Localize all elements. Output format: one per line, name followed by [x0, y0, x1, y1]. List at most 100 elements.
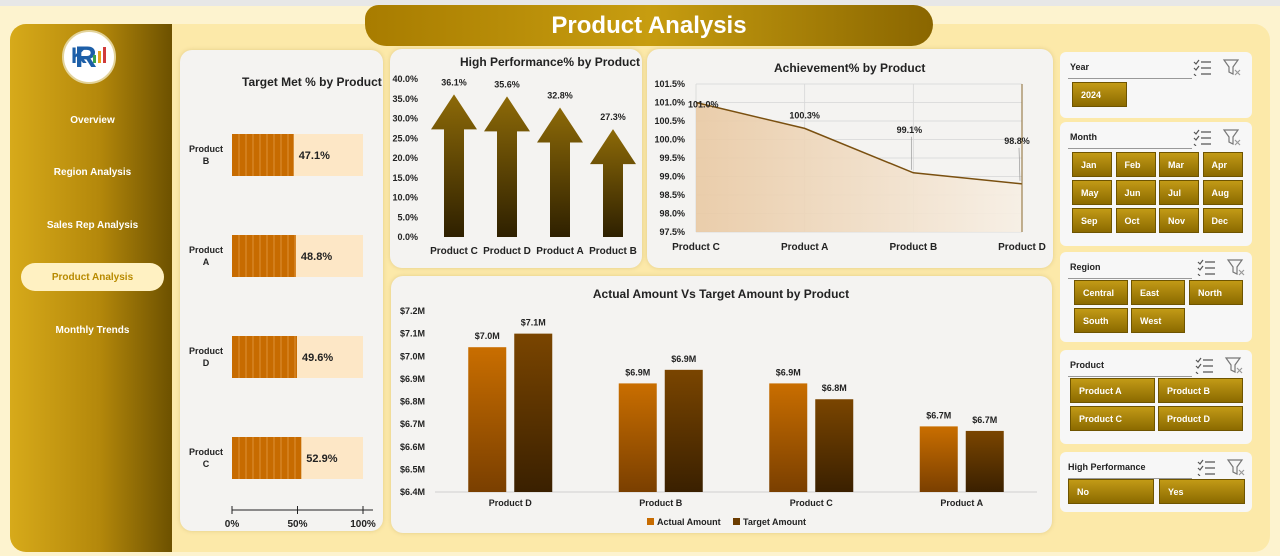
data-label: $6.9M	[776, 367, 801, 377]
region-option-west[interactable]: West	[1131, 308, 1185, 333]
multi-select-icon[interactable]	[1196, 458, 1216, 476]
month-option-apr[interactable]: Apr	[1202, 152, 1243, 177]
month-option-jun[interactable]: Jun	[1115, 180, 1156, 205]
y-tick-label: 99.5%	[659, 153, 685, 163]
bar-actual-amount-product-c	[769, 383, 808, 492]
x-tick-label: Product B	[889, 242, 937, 253]
data-label: $6.9M	[625, 367, 650, 377]
legend-label: Target Amount	[743, 517, 806, 527]
year-option-2024[interactable]: 2024	[1072, 82, 1127, 107]
high-performance-chart: High Performance% by Product 0.0% 5.0% 10.0…	[392, 55, 640, 257]
multi-select-icon[interactable]	[1192, 58, 1212, 76]
y-tick-label: $6.5M	[400, 464, 425, 474]
month-slicer-title: Month	[1070, 132, 1097, 142]
clear-filter-icon[interactable]	[1226, 458, 1246, 476]
month-option-jul[interactable]: Jul	[1159, 180, 1199, 205]
data-label: 36.1%	[441, 77, 467, 87]
clear-filter-icon[interactable]	[1226, 258, 1246, 276]
svg-text:R: R	[75, 41, 97, 74]
data-label: 35.6%	[494, 79, 520, 89]
high-performance-slicer-title: High Performance	[1068, 462, 1146, 472]
y-tick-label: 25.0%	[392, 133, 418, 143]
chart-title: High Performance% by Product	[460, 55, 640, 69]
clear-filter-icon[interactable]	[1222, 58, 1242, 76]
month-option-oct[interactable]: Oct	[1115, 208, 1156, 233]
svg-text:K: K	[71, 43, 87, 68]
month-option-aug[interactable]: Aug	[1202, 180, 1243, 205]
data-label: 100.3%	[789, 110, 820, 120]
clear-filter-icon[interactable]	[1224, 356, 1244, 374]
data-label: $6.7M	[972, 415, 997, 425]
series-line	[695, 101, 1023, 185]
y-tick-label: $7.1M	[400, 329, 425, 339]
y-tick-label: 98.0%	[659, 209, 685, 219]
slicer-divider	[1068, 78, 1192, 79]
y-tick-label: 15.0%	[392, 173, 418, 183]
product-option-product-a[interactable]: Product A	[1070, 378, 1155, 403]
sidebar-item-sales-rep-analysis[interactable]: Sales Rep Analysis	[46, 219, 139, 231]
arrow-bar-product-c	[431, 94, 477, 237]
product-option-product-d[interactable]: Product D	[1158, 406, 1243, 431]
product-slicer-title: Product	[1070, 360, 1105, 370]
sidebar-item-overview[interactable]: Overview	[70, 114, 115, 126]
data-label: 27.3%	[600, 112, 626, 122]
high-performance-option-no[interactable]: No	[1068, 479, 1154, 504]
logo-icon: R K	[71, 41, 106, 74]
arrow-bar-product-a	[537, 107, 583, 237]
sidebar-item-region-analysis[interactable]: Region Analysis	[53, 166, 132, 178]
month-option-mar[interactable]: Mar	[1159, 152, 1199, 177]
x-tick-label: Product D	[489, 498, 533, 508]
data-label: 47.1%	[299, 150, 330, 162]
month-slicer: Month Jan Feb Mar Apr May Jun Jul Aug Sep Oct Nov D…	[1060, 122, 1252, 246]
data-label: $6.9M	[671, 354, 696, 364]
target-met-chart: Target Met % by Product Product B 47.1% Prod…	[189, 75, 382, 530]
x-tick-label: 50%	[287, 519, 307, 530]
region-slicer-title: Region	[1070, 262, 1101, 272]
y-tick-label: 10.0%	[392, 193, 418, 203]
multi-select-icon[interactable]	[1194, 356, 1214, 374]
region-option-east[interactable]: East	[1131, 280, 1185, 305]
month-option-jan[interactable]: Jan	[1072, 152, 1112, 177]
achievement-chart: Achievement% by Product 97.5% 98.0% 98.5% 99…	[654, 61, 1045, 253]
month-option-may[interactable]: May	[1072, 180, 1112, 205]
region-option-south[interactable]: South	[1074, 308, 1128, 333]
region-option-north[interactable]: North	[1189, 280, 1243, 305]
category-label: Product D	[189, 346, 223, 368]
month-option-dec[interactable]: Dec	[1202, 208, 1243, 233]
product-option-product-c[interactable]: Product C	[1070, 406, 1155, 431]
y-tick-label: 20.0%	[392, 153, 418, 163]
x-tick-label: 100%	[350, 519, 376, 530]
clear-filter-icon[interactable]	[1222, 128, 1242, 146]
x-tick-label: Product C	[430, 246, 478, 257]
data-label: 48.8%	[301, 251, 332, 263]
region-option-central[interactable]: Central	[1074, 280, 1128, 305]
data-label: $6.8M	[822, 383, 847, 393]
multi-select-icon[interactable]	[1196, 258, 1216, 276]
multi-select-icon[interactable]	[1192, 128, 1212, 146]
y-tick-label: 97.5%	[659, 227, 685, 237]
data-label: 98.8%	[1004, 136, 1030, 146]
y-tick-label: 101.0%	[654, 98, 685, 108]
data-label: 99.1%	[897, 125, 923, 135]
legend-swatch	[733, 518, 740, 525]
data-label: 52.9%	[306, 453, 337, 465]
sidebar-item-product-analysis[interactable]: Product Analysis	[21, 263, 164, 291]
legend-swatch	[647, 518, 654, 525]
month-option-feb[interactable]: Feb	[1115, 152, 1156, 177]
chart-title: Target Met % by Product	[242, 75, 382, 89]
month-option-nov[interactable]: Nov	[1159, 208, 1199, 233]
bar-target-amount-product-d	[514, 333, 553, 492]
chart-title: Actual Amount Vs Target Amount by Produc…	[593, 287, 849, 301]
arrow-bar-product-d	[484, 96, 530, 237]
category-label: Product A	[189, 245, 223, 267]
x-tick-label: Product A	[940, 498, 983, 508]
sidebar-item-monthly-trends[interactable]: Monthly Trends	[55, 324, 130, 336]
high-performance-option-yes[interactable]: Yes	[1159, 479, 1245, 504]
y-tick-label: 30.0%	[392, 114, 418, 124]
month-option-sep[interactable]: Sep	[1072, 208, 1112, 233]
actual-vs-target-chart: Actual Amount Vs Target Amount by Produc…	[400, 287, 1037, 527]
year-slicer-title: Year	[1070, 62, 1090, 72]
product-option-product-b[interactable]: Product B	[1158, 378, 1243, 403]
x-tick-label: Product B	[589, 246, 637, 257]
data-label: 49.6%	[302, 352, 333, 364]
